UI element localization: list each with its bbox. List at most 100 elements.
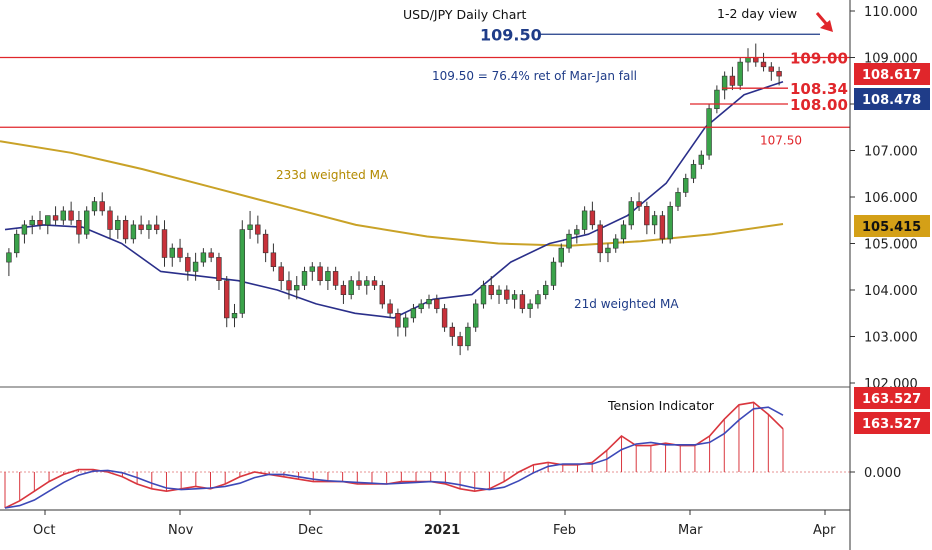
ma21-label: 21d weighted MA	[574, 297, 679, 311]
candle	[247, 210, 253, 239]
candle	[255, 215, 261, 244]
price-tag-108.478	[854, 88, 930, 110]
x-tick-label: Nov	[168, 523, 194, 538]
candle	[511, 290, 518, 309]
candle	[714, 85, 720, 114]
candle	[356, 271, 362, 290]
candle	[91, 197, 98, 216]
candle	[550, 257, 557, 290]
candle	[340, 280, 347, 304]
down-arrow-icon	[815, 12, 833, 32]
candle	[706, 104, 712, 160]
candle	[612, 234, 619, 253]
candle	[332, 266, 339, 290]
candle	[410, 303, 417, 323]
candle	[402, 313, 409, 337]
x-tick-label: Apr	[813, 523, 836, 538]
y-tick-label: 103.000	[864, 331, 918, 346]
candle	[504, 285, 510, 304]
level-label-107.50: 107.50	[760, 133, 802, 147]
indicator-slow-line	[4, 406, 784, 509]
candle	[620, 220, 627, 244]
candle	[37, 210, 43, 230]
candle	[154, 215, 160, 235]
indicator-tag-label: 163.527	[862, 417, 921, 432]
candle	[146, 220, 152, 239]
candle	[644, 201, 650, 235]
candle	[472, 299, 479, 332]
candle	[45, 215, 51, 235]
series-233d-weighted-ma	[0, 140, 784, 247]
candle	[99, 192, 105, 216]
candle	[636, 192, 642, 211]
x-tick-label: Dec	[298, 523, 323, 538]
x-tick-label: Mar	[678, 523, 703, 538]
candle	[293, 276, 300, 300]
candle	[542, 280, 549, 300]
indicator-tag	[854, 387, 930, 409]
y-tick-label: 104.000	[864, 284, 918, 299]
candle	[434, 294, 440, 314]
candle	[457, 331, 463, 356]
y-tick-label: 109.000	[864, 52, 918, 67]
price-tag-label: 108.617	[862, 68, 921, 83]
candle	[675, 187, 681, 211]
candle	[527, 299, 533, 318]
candle	[84, 206, 90, 239]
price-tag-label: 105.415	[862, 220, 921, 235]
y-tick-label: 106.000	[864, 191, 918, 206]
candle	[286, 271, 292, 300]
candle	[60, 206, 67, 225]
candle	[426, 294, 432, 309]
indicator-tag	[854, 412, 930, 434]
level-label-108.34: 108.34	[790, 80, 848, 98]
y-tick-label: 107.000	[864, 145, 918, 160]
price-tag-label: 108.478	[862, 93, 921, 108]
candle	[480, 280, 487, 309]
candle	[325, 266, 331, 290]
level-label-108.00: 108.00	[790, 96, 848, 114]
indicator-zero-label: 0.000	[864, 466, 901, 481]
candle	[535, 290, 541, 309]
candle	[589, 201, 596, 230]
candle	[29, 215, 35, 235]
candle	[6, 248, 12, 277]
candle	[776, 66, 782, 86]
candle	[138, 215, 144, 235]
candle	[262, 229, 269, 263]
y-tick-label: 110.000	[864, 5, 918, 20]
candle	[768, 62, 775, 81]
candle	[449, 322, 455, 346]
candle	[239, 220, 245, 318]
candle	[667, 201, 673, 244]
retracement-note: 109.50 = 76.4% ret of Mar-Jan fall	[432, 69, 637, 83]
candle	[721, 71, 728, 100]
x-tick-label: Oct	[33, 523, 55, 538]
candle	[379, 280, 385, 309]
candle	[519, 290, 526, 314]
candle	[270, 243, 277, 272]
candle	[574, 224, 580, 244]
candle	[745, 48, 751, 72]
candle	[52, 206, 59, 225]
candle	[597, 220, 603, 263]
candle	[68, 201, 74, 225]
candle	[605, 243, 611, 263]
x-tick-label: 2021	[424, 523, 460, 538]
ma233-label: 233d weighted MA	[276, 168, 389, 182]
candle	[192, 252, 199, 281]
candle	[488, 276, 494, 300]
candle	[208, 248, 214, 263]
candle	[122, 215, 129, 244]
y-tick-label: 105.000	[864, 238, 918, 253]
candle	[729, 66, 736, 91]
candle	[185, 252, 191, 281]
indicator-fast-line	[4, 401, 784, 509]
level-label-109.50: 109.50	[480, 25, 542, 44]
candle	[651, 210, 658, 235]
candle	[558, 243, 565, 267]
candle	[682, 173, 689, 197]
candle	[581, 206, 588, 235]
candle	[371, 276, 378, 290]
